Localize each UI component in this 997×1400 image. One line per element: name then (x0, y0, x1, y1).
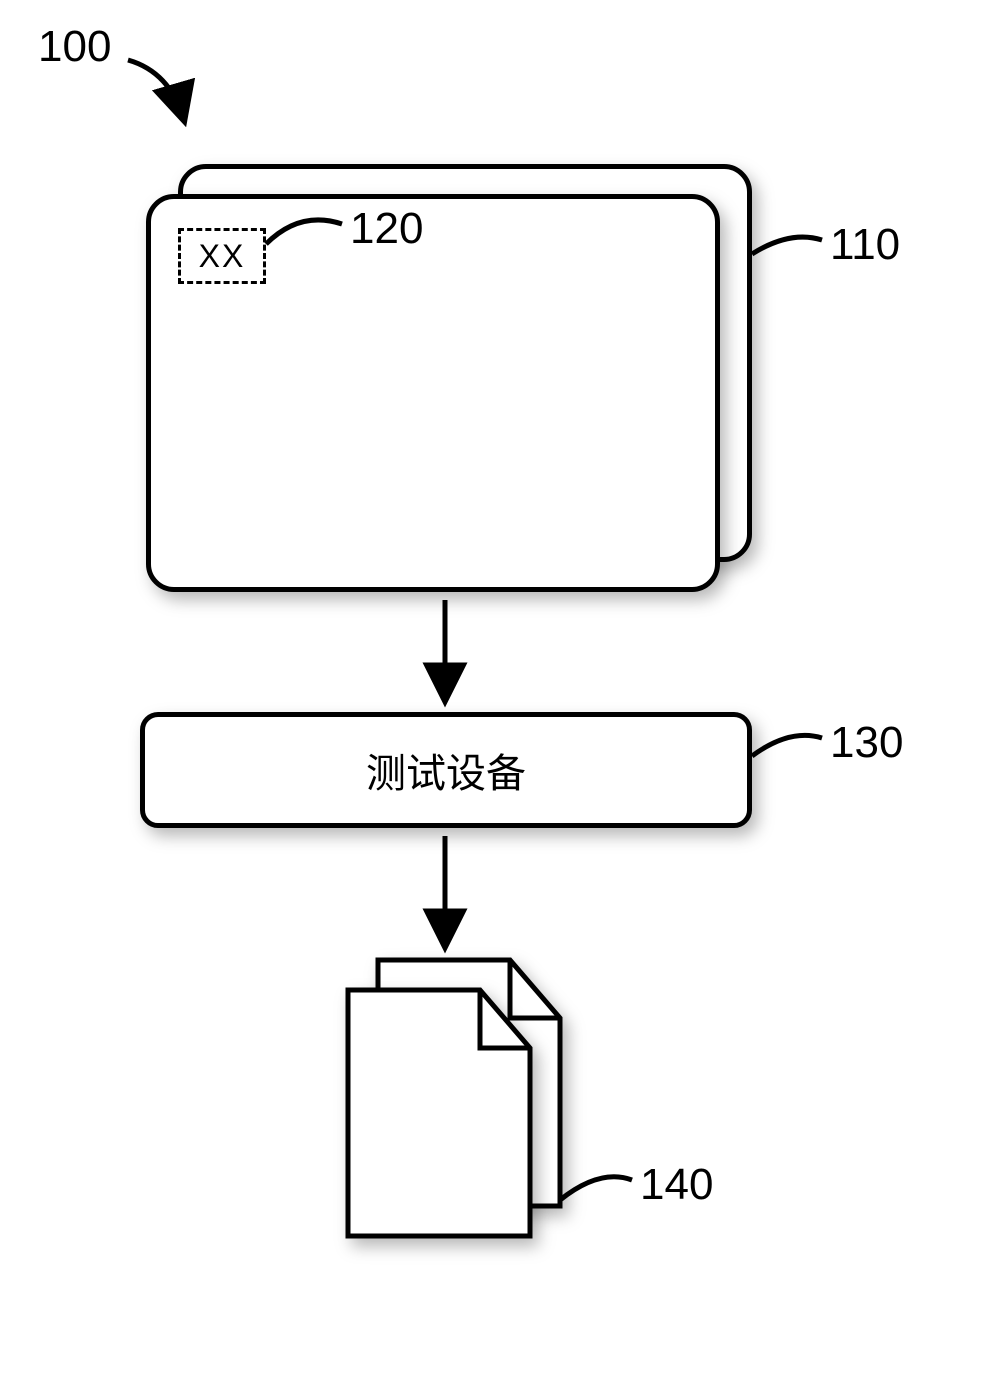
ref-100-label: 100 (38, 22, 111, 72)
doc-front (348, 990, 530, 1236)
ref-120-label: 120 (350, 204, 423, 254)
ref-110-label: 110 (830, 220, 900, 270)
test-device-label: 测试设备 (366, 741, 526, 799)
ref-110-leader (752, 237, 822, 254)
ref-140-leader (560, 1177, 632, 1200)
test-device-box: 测试设备 (140, 712, 752, 828)
ref-100-arrow (128, 60, 184, 120)
doc-back (378, 960, 560, 1206)
ref-140-label: 140 (640, 1160, 713, 1210)
ref-130-leader (752, 735, 822, 756)
xx-box-text: XX (199, 238, 246, 275)
xx-box: XX (178, 228, 266, 284)
ref-130-label: 130 (830, 718, 903, 768)
diagram-canvas: 100 XX 110 120 测试设备 130 140 (0, 0, 997, 1400)
